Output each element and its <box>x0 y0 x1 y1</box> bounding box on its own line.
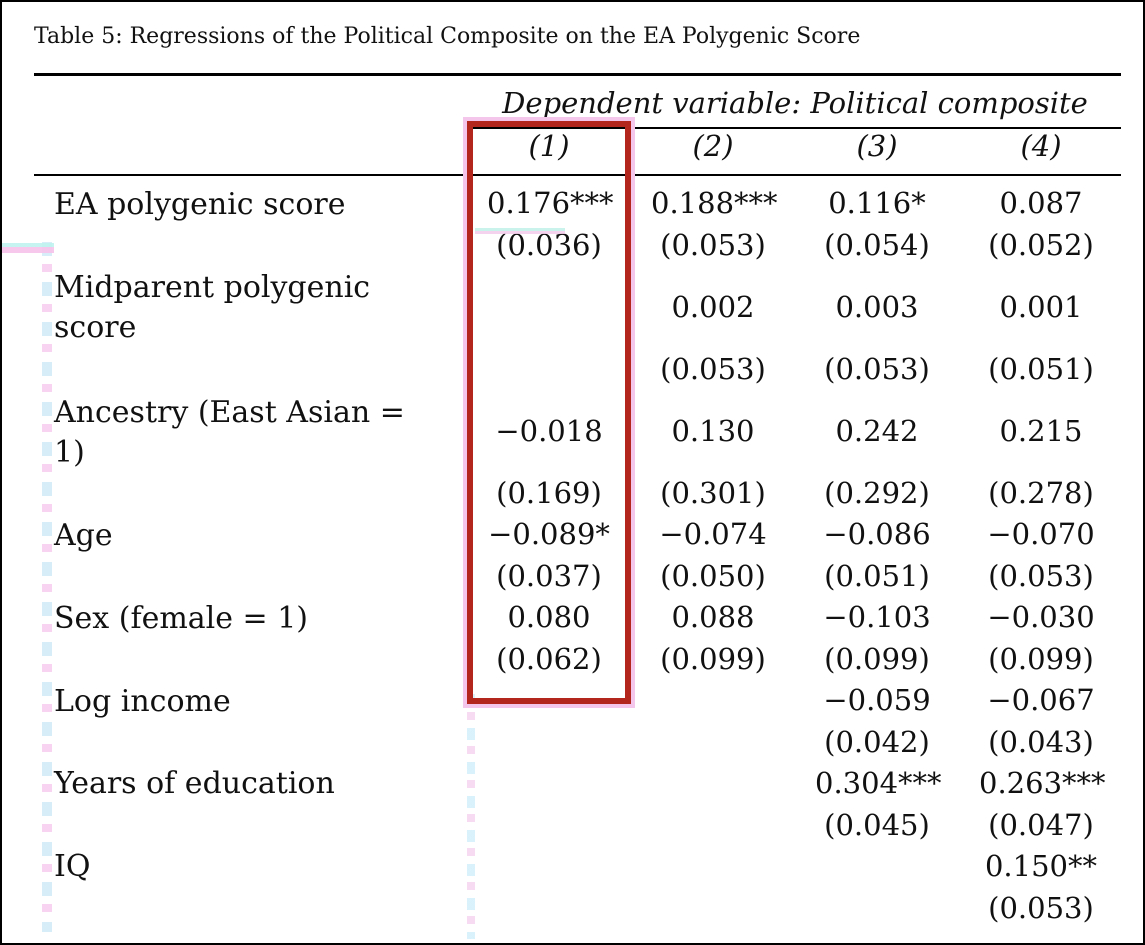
se-cell: (0.050) <box>660 559 766 593</box>
coef-cell: 0.002 <box>671 290 755 324</box>
se-cell: (0.047) <box>988 808 1094 842</box>
se-cell: (0.053) <box>660 228 766 262</box>
row-label: Log income <box>54 684 231 719</box>
se-cell: (0.053) <box>988 891 1094 925</box>
coef-cell: 0.242 <box>835 414 919 448</box>
selection-guide-left <box>42 242 52 932</box>
coef-cell: −0.059 <box>823 683 931 717</box>
coef-cell: −0.030 <box>987 600 1095 634</box>
coef-cell: −0.103 <box>823 600 931 634</box>
table-caption: Table 5: Regressions of the Political Co… <box>34 24 861 49</box>
row-label: EA polygenic score <box>54 187 346 222</box>
row-label: Ancestry (East Asian = 1) <box>54 395 405 470</box>
coef-cell: 0.003 <box>835 290 919 324</box>
se-cell: (0.051) <box>988 352 1094 386</box>
se-cell: (0.169) <box>496 476 602 510</box>
selection-guide-cell <box>475 228 565 234</box>
coef-cell: 0.088 <box>671 600 755 634</box>
column-header-2: (2) <box>692 129 734 163</box>
top-rule <box>34 73 1121 76</box>
selection-guide-column <box>467 694 475 939</box>
coef-cell: −0.074 <box>659 517 767 551</box>
coef-cell: 0.176*** <box>487 186 614 220</box>
coef-cell: −0.089* <box>488 517 610 551</box>
column-header-3: (3) <box>856 129 898 163</box>
row-label: Age <box>54 518 113 553</box>
se-cell: (0.043) <box>988 725 1094 759</box>
coef-cell: −0.067 <box>987 683 1095 717</box>
dependent-variable-label: Dependent variable: Political composite <box>502 86 1088 120</box>
row-label: Midparent polygenic score <box>54 270 371 345</box>
row-label: Sex (female = 1) <box>54 601 309 636</box>
column-header-1: (1) <box>528 129 570 163</box>
coef-cell: 0.263*** <box>979 766 1106 800</box>
coef-cell: 0.304*** <box>815 766 942 800</box>
coef-cell: 0.080 <box>507 600 591 634</box>
se-cell: (0.052) <box>988 228 1094 262</box>
se-cell: (0.053) <box>824 352 930 386</box>
se-cell: (0.099) <box>824 642 930 676</box>
se-cell: (0.062) <box>496 642 602 676</box>
se-cell: (0.278) <box>988 476 1094 510</box>
coef-cell: 0.087 <box>999 186 1083 220</box>
se-cell: (0.051) <box>824 559 930 593</box>
se-cell: (0.099) <box>988 642 1094 676</box>
coef-cell: −0.018 <box>495 414 603 448</box>
coef-cell: 0.215 <box>999 414 1083 448</box>
se-cell: (0.054) <box>824 228 930 262</box>
coef-cell: 0.116* <box>828 186 926 220</box>
coef-cell: −0.070 <box>987 517 1095 551</box>
selection-guide-top <box>2 243 54 253</box>
coef-cell: 0.130 <box>671 414 755 448</box>
se-cell: (0.099) <box>660 642 766 676</box>
se-cell: (0.301) <box>660 476 766 510</box>
se-cell: (0.045) <box>824 808 930 842</box>
column-header-4: (4) <box>1020 129 1062 163</box>
se-cell: (0.292) <box>824 476 930 510</box>
coef-cell: 0.188*** <box>651 186 778 220</box>
se-cell: (0.037) <box>496 559 602 593</box>
coef-cell: 0.150** <box>984 849 1098 883</box>
se-cell: (0.042) <box>824 725 930 759</box>
row-label: Years of education <box>54 766 335 801</box>
se-cell: (0.053) <box>988 559 1094 593</box>
coef-cell: 0.001 <box>999 290 1083 324</box>
dependent-variable-rule <box>469 127 1121 129</box>
row-label: IQ <box>54 849 91 884</box>
coef-cell: −0.086 <box>823 517 931 551</box>
header-rule <box>34 174 1121 176</box>
se-cell: (0.053) <box>660 352 766 386</box>
